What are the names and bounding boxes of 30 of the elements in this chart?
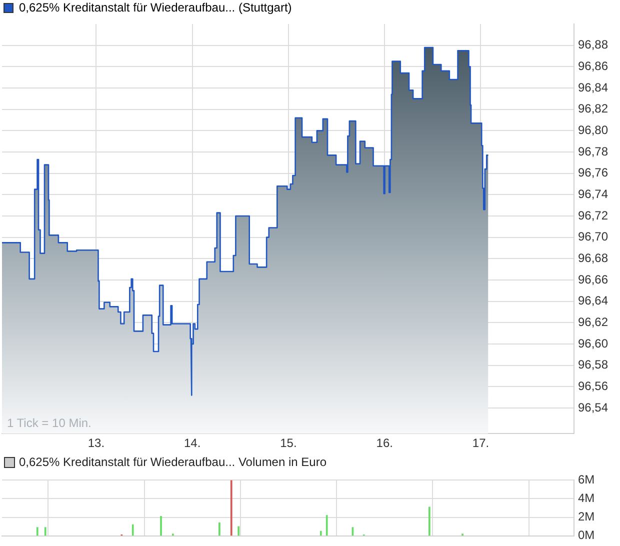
y-tick-label: 96,66 bbox=[578, 272, 608, 286]
chart-title: 0,625% Kreditanstalt für Wiederaufbau... Volumen in Euro bbox=[19, 455, 327, 469]
y-tick-label: 96,88 bbox=[578, 38, 608, 52]
y-tick-label: 96,60 bbox=[578, 336, 608, 350]
legend-label: 0,625% Kreditanstalt für Wiederaufbau... (Stuttgart) bbox=[19, 0, 292, 14]
y-tick-label: 96,82 bbox=[578, 102, 608, 116]
y-tick-label: 4M bbox=[578, 491, 595, 506]
x-tick-label: 13. bbox=[88, 436, 105, 450]
y-tick-label: 96,80 bbox=[578, 122, 608, 137]
y-tick-label: 96,70 bbox=[578, 230, 608, 244]
x-tick-label: 17. bbox=[472, 436, 490, 450]
x-tick-label: 15. bbox=[280, 436, 297, 450]
y-tick-label: 2M bbox=[578, 510, 595, 524]
y-tick-label: 0M bbox=[578, 528, 595, 542]
x-tick-label: 14. bbox=[184, 436, 201, 450]
y-tick-label: 96,58 bbox=[578, 358, 608, 372]
x-tick-label: 16. bbox=[376, 436, 393, 450]
annotation: 1 Tick = 10 Min. bbox=[7, 416, 92, 430]
y-tick-label: 6M bbox=[578, 472, 595, 487]
y-tick-label: 96,86 bbox=[578, 58, 608, 73]
y-tick-label: 96,56 bbox=[578, 378, 608, 393]
y-tick-label: 96,78 bbox=[578, 144, 608, 158]
y-tick-label: 96,84 bbox=[578, 80, 608, 94]
y-tick-label: 96,68 bbox=[578, 250, 608, 265]
y-tick-label: 96,64 bbox=[578, 294, 608, 308]
y-tick-label: 96,54 bbox=[578, 400, 608, 414]
y-tick-label: 96,74 bbox=[578, 186, 608, 201]
y-tick-label: 96,76 bbox=[578, 166, 608, 180]
y-tick-label: 96,62 bbox=[578, 314, 608, 329]
y-tick-label: 96,72 bbox=[578, 208, 608, 222]
